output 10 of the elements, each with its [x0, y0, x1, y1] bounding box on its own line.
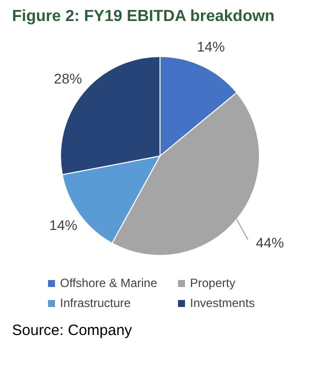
legend-label: Property [190, 276, 236, 290]
data-label: 14% [196, 38, 225, 55]
legend-label: Investments [190, 296, 255, 310]
source-note: Source: Company [12, 322, 134, 339]
legend-label: Offshore & Marine [60, 276, 158, 290]
data-label: 28% [54, 70, 82, 87]
chart-title: Figure 2: FY19 EBITDA breakdown [12, 8, 276, 26]
legend-label: Infrastructure [60, 296, 131, 310]
data-label: 44% [256, 234, 284, 251]
data-label: 14% [49, 217, 78, 234]
